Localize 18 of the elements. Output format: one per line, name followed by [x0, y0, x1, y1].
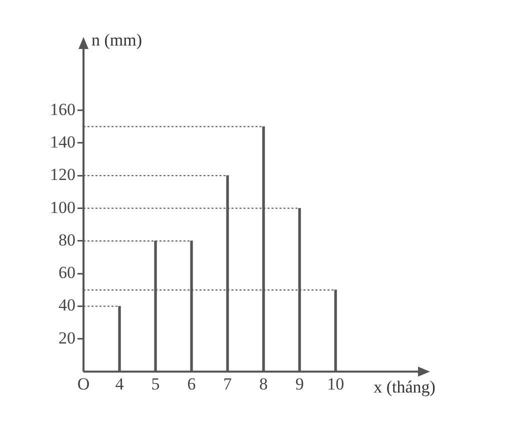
x-tick-label: 10 — [327, 374, 344, 394]
x-tick-label: 5 — [151, 374, 160, 394]
y-tick-label: 160 — [50, 100, 76, 119]
x-tick-label: 9 — [295, 374, 304, 394]
y-tick-label: 20 — [58, 328, 76, 348]
x-tick-label: 4 — [115, 374, 124, 394]
y-tick-label: 60 — [58, 263, 76, 282]
y-tick-label: 80 — [58, 230, 76, 250]
y-tick-label: 120 — [50, 165, 76, 184]
y-axis-title: n (mm) — [92, 30, 142, 50]
y-tick-label: 140 — [50, 132, 76, 152]
x-tick-label: O — [77, 374, 90, 394]
x-tick-label: 8 — [259, 374, 268, 394]
x-axis-title: x (tháng) — [374, 378, 436, 397]
x-tick-label: 7 — [223, 374, 232, 394]
y-tick-label: 40 — [58, 296, 76, 315]
x-tick-label: 6 — [187, 374, 196, 394]
y-tick-label: 100 — [50, 198, 76, 217]
